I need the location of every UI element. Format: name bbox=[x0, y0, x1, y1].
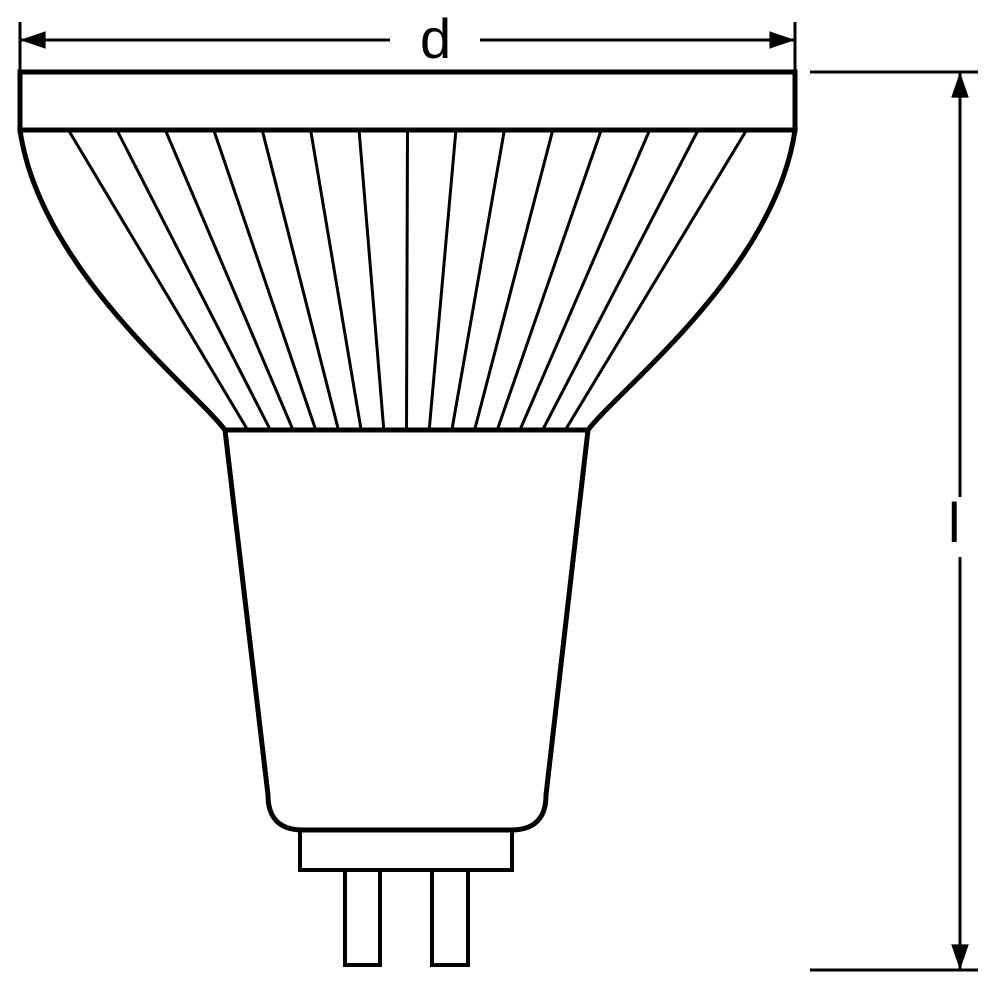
dim-d-arrow-left bbox=[20, 31, 46, 49]
bulb-flute bbox=[429, 130, 456, 430]
bulb-flute bbox=[565, 130, 746, 430]
dim-l-arrow-top bbox=[951, 72, 969, 98]
bulb-technical-drawing: dl bbox=[0, 0, 1000, 1000]
bulb-pin-left bbox=[345, 870, 380, 965]
bulb-flute bbox=[407, 130, 408, 430]
bulb-base-plate bbox=[300, 830, 512, 870]
bulb-flute bbox=[359, 130, 384, 430]
bulb-flute bbox=[68, 130, 247, 430]
dim-l-label: l bbox=[948, 491, 960, 554]
bulb-flute bbox=[311, 130, 362, 430]
bulb-flute bbox=[543, 130, 699, 430]
bulb-pin-right bbox=[432, 870, 468, 965]
bulb-lens-rim bbox=[20, 72, 795, 130]
bulb-body bbox=[225, 430, 588, 830]
dim-d-label: d bbox=[420, 7, 451, 70]
dim-l-arrow-bottom bbox=[951, 944, 969, 970]
dim-d-arrow-right bbox=[769, 31, 795, 49]
bulb-flute bbox=[117, 130, 271, 430]
bulb-flute bbox=[452, 130, 505, 430]
